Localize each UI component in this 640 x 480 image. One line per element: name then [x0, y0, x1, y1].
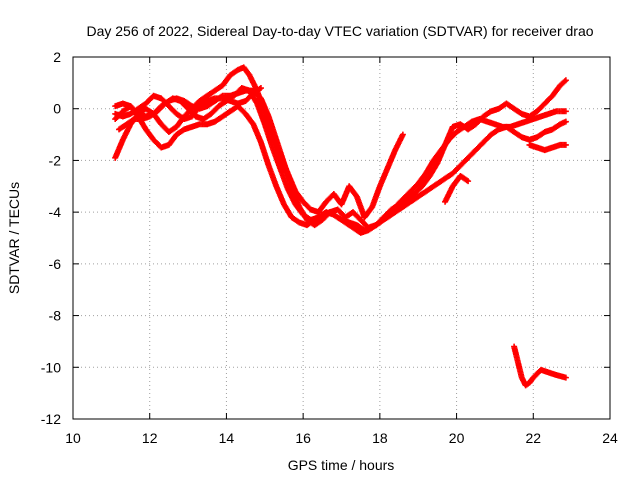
x-tick-label: 20: [449, 430, 465, 446]
data-point-track-b: [562, 77, 569, 84]
x-tick-label: 14: [219, 430, 235, 446]
data-point-track-f: [465, 178, 472, 185]
chart-title: Day 256 of 2022, Sidereal Day-to-day VTE…: [86, 23, 593, 39]
y-tick-label: -12: [41, 411, 61, 427]
y-tick-label: -4: [49, 204, 62, 220]
x-tick-label: 10: [65, 430, 81, 446]
y-tick-label: -8: [49, 308, 62, 324]
y-tick-label: 2: [53, 49, 61, 65]
x-axis-label: GPS time / hours: [288, 457, 395, 473]
data-points: [112, 64, 569, 389]
data-point-track-d: [562, 118, 569, 125]
x-tick-label: 18: [372, 430, 388, 446]
y-axis-label: SDTVAR / TECUs: [6, 182, 22, 294]
data-point-track-a: [399, 131, 406, 138]
y-tick-label: -10: [41, 359, 61, 375]
data-point-track-c: [562, 108, 569, 115]
y-tick-label: -2: [49, 152, 62, 168]
x-tick-label: 22: [525, 430, 541, 446]
y-tick-label: -6: [49, 256, 62, 272]
data-point-track-b: [561, 78, 568, 85]
plot-frame: [72, 56, 611, 420]
y-tick-label: 0: [53, 101, 61, 117]
x-tick-label: 24: [602, 430, 618, 446]
data-point-track-e: [257, 85, 264, 92]
x-tick-label: 12: [142, 430, 158, 446]
data-point-track-h: [562, 141, 569, 148]
x-tick-label: 16: [295, 430, 311, 446]
data-point-track-g: [562, 374, 569, 381]
